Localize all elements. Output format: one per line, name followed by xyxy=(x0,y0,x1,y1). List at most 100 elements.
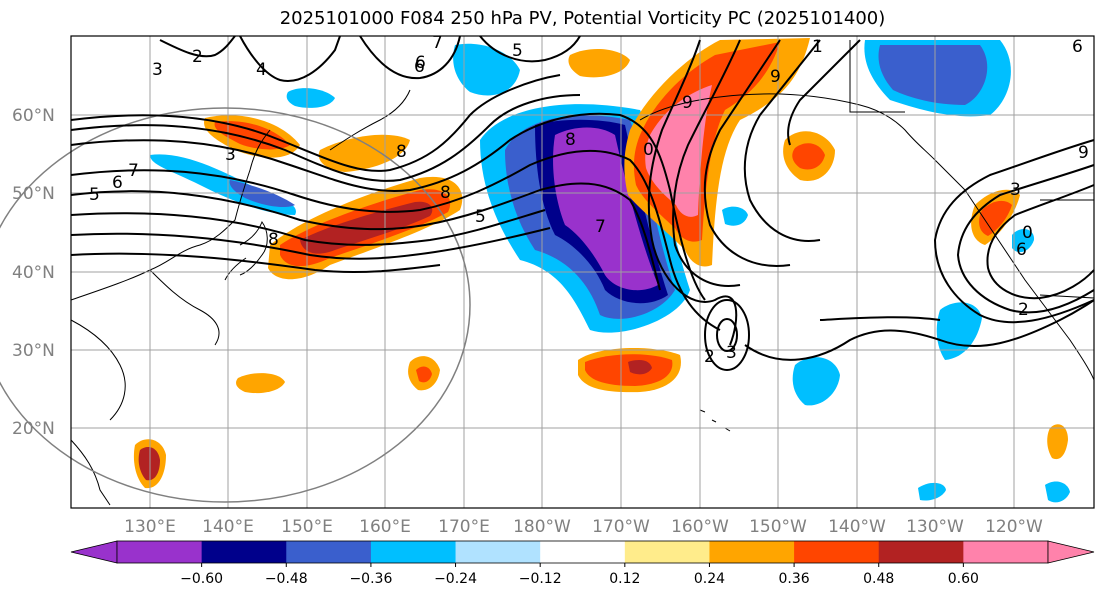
contour-line xyxy=(70,182,661,291)
contour-line xyxy=(933,139,1095,324)
lat-label-20n: 20°N xyxy=(12,419,55,439)
colorbar-tick-label: −0.24 xyxy=(434,571,477,587)
colorbar-segment xyxy=(540,541,626,563)
colorbar-extend-left xyxy=(70,540,118,564)
contour-label: 4 xyxy=(256,60,267,80)
latitude-labels: 60°N 50°N 40°N 30°N 20°N xyxy=(12,106,55,439)
contour-line xyxy=(716,318,738,352)
colorbar-tick-label: −0.60 xyxy=(180,571,223,587)
political-borders xyxy=(849,40,1095,299)
shade-ne-blue-mid xyxy=(878,45,988,105)
figure-title: 2025101000 F084 250 hPa PV, Potential Vo… xyxy=(279,8,886,29)
shade-se-orange xyxy=(1047,424,1068,460)
contour-label: 9 xyxy=(682,93,693,113)
shade-blue-small xyxy=(722,206,748,226)
lon-label: 120°W xyxy=(985,517,1043,537)
contour-label: 3 xyxy=(225,145,236,165)
longitude-labels: 130°E 140°E 150°E 160°E 170°E 180°W 170°… xyxy=(124,517,1043,537)
contour-label: 9 xyxy=(1078,143,1089,163)
contour-label: 2 xyxy=(1018,300,1029,320)
contour-line xyxy=(704,299,750,371)
lon-label: 130°E xyxy=(124,517,176,537)
lon-label: 140°W xyxy=(828,517,886,537)
contour-line xyxy=(70,112,706,301)
shade-sub-dark xyxy=(628,360,652,375)
contour-label: 0 xyxy=(1022,223,1033,243)
contour-label: 6 xyxy=(1016,240,1027,260)
contour-line xyxy=(672,39,741,287)
colorbar-tick-label: 0.12 xyxy=(609,571,640,587)
contour-label: 7 xyxy=(595,217,606,237)
contour-label: 6 xyxy=(1072,37,1083,57)
contour-label: 2 xyxy=(192,47,203,67)
lon-label: 160°W xyxy=(671,517,729,537)
shade-positive-pink xyxy=(645,85,712,217)
shade-sw-red xyxy=(138,447,160,481)
colorbar-segment xyxy=(794,541,880,563)
colorbar: −0.60 −0.48 −0.36 −0.24 −0.12 0.12 0.24 0.36 0.4… xyxy=(70,540,1095,587)
colorbar-segment xyxy=(963,541,1049,563)
contour-line xyxy=(159,35,236,58)
contour-line xyxy=(647,39,738,346)
lat-label-50n: 50°N xyxy=(12,184,55,204)
lon-label: 180°W xyxy=(513,517,571,537)
lon-label: 130°W xyxy=(906,517,964,537)
shade-se-blue2 xyxy=(918,482,946,501)
contour-label: 8 xyxy=(440,183,451,203)
shade-n-blue-2 xyxy=(286,88,335,108)
colorbar-segment xyxy=(201,541,287,563)
colorbar-segments xyxy=(116,540,1049,564)
contour-line xyxy=(359,35,461,80)
colorbar-tick-label: −0.12 xyxy=(519,571,562,587)
contour-label: 7 xyxy=(432,33,443,53)
coast-asia xyxy=(70,129,271,506)
shade-se-blue xyxy=(1045,481,1070,503)
lat-label-30n: 30°N xyxy=(12,341,55,361)
contour-line xyxy=(70,74,561,172)
lon-label: 160°E xyxy=(359,517,411,537)
shade-coast-blue xyxy=(1012,228,1035,253)
shade-nw-red xyxy=(214,121,290,150)
contour-label: 2 xyxy=(704,347,715,367)
coast-kamchatka xyxy=(329,89,411,151)
shade-nw-orange-2 xyxy=(318,134,410,172)
border-us-mexico xyxy=(1039,294,1095,299)
lon-label: 170°E xyxy=(438,517,490,537)
colorbar-segment xyxy=(878,541,964,563)
contour-label: 3 xyxy=(1010,180,1021,200)
border-alaska-canada xyxy=(849,40,905,113)
contour-line xyxy=(70,150,721,331)
colorbar-segment xyxy=(709,541,795,563)
contour-label: 6 xyxy=(112,173,123,193)
contour-line xyxy=(787,39,861,146)
contour-label: 6 xyxy=(415,53,426,73)
contour-line xyxy=(986,184,1095,300)
shade-n-blue xyxy=(453,43,520,96)
contour-label: 6 xyxy=(414,57,425,77)
contour-label: 8 xyxy=(565,130,576,150)
contour-line xyxy=(70,209,546,246)
colorbar-tick-label: −0.48 xyxy=(265,571,308,587)
colorbar-extend-right xyxy=(1047,540,1095,564)
contour-label: 8 xyxy=(268,230,279,250)
contour-label: 1 xyxy=(812,37,823,57)
colorbar-segment xyxy=(286,541,372,563)
contour-line xyxy=(703,39,791,267)
contour-label: 8 xyxy=(396,142,407,162)
lat-label-60n: 60°N xyxy=(12,106,55,126)
contour-label: 7 xyxy=(128,161,139,181)
contour-label: 5 xyxy=(512,41,523,61)
colorbar-ticks: −0.60 −0.48 −0.36 −0.24 −0.12 0.12 0.24 0.36 0.4… xyxy=(180,563,979,587)
contour-labels: 2 3 4 5 6 7 8 9 5 6 3 8 8 9 0 7 6 2 3 2 … xyxy=(89,33,1089,367)
shade-sub-red xyxy=(585,354,673,386)
shade-east-red xyxy=(416,366,432,383)
contour-line xyxy=(70,227,551,260)
shade-nw-blue-dark xyxy=(229,180,295,208)
colorbar-segment xyxy=(117,541,203,563)
colorbar-tick-label: 0.60 xyxy=(948,571,979,587)
colorbar-segment xyxy=(370,541,457,563)
contour-line xyxy=(70,94,581,182)
contour-line xyxy=(70,252,441,274)
contour-label: 3 xyxy=(726,343,737,363)
